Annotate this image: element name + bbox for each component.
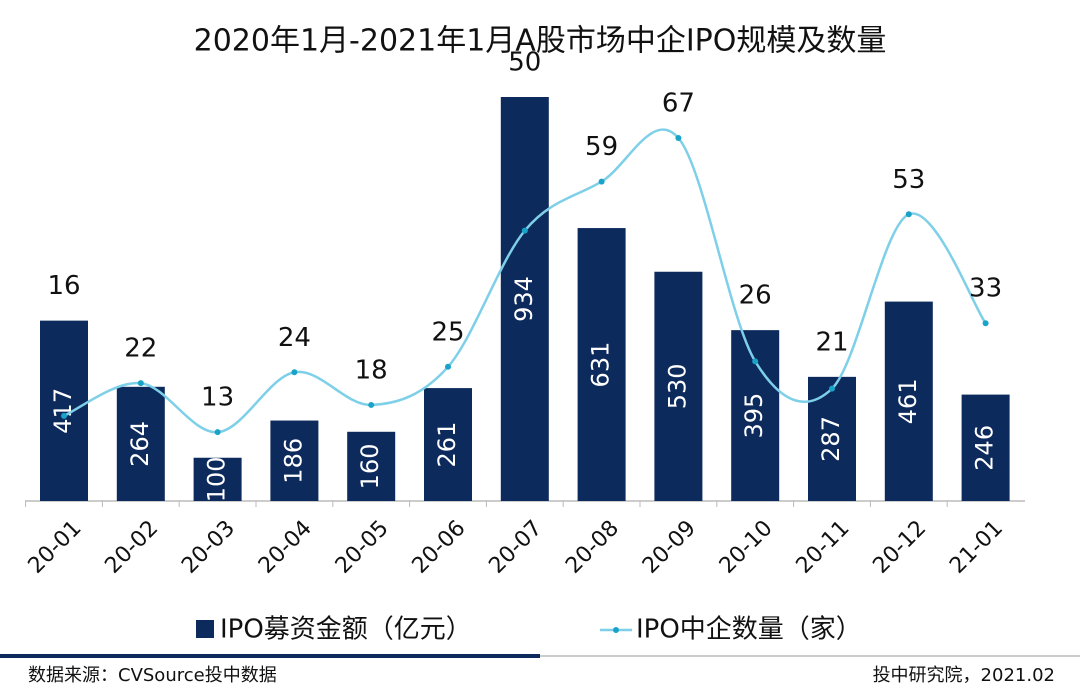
bar <box>577 228 626 501</box>
bar-value-label: 264 <box>126 421 154 467</box>
bar-value-label: 100 <box>203 456 231 502</box>
bar-value-label: 631 <box>587 342 615 388</box>
bar <box>193 457 242 501</box>
line-marker <box>368 401 375 408</box>
line-value-label: 67 <box>662 89 695 119</box>
legend-label: IPO中企数量（家） <box>636 615 862 645</box>
x-tick-label: 20-09 <box>638 516 701 579</box>
bar <box>116 386 165 501</box>
x-tick-label: 20-11 <box>792 516 855 579</box>
chart-title: 2020年1月-2021年1月A股市场中企IPO规模及数量 <box>194 24 887 59</box>
line-marker <box>752 358 759 365</box>
x-tick-label: 20-07 <box>484 516 547 579</box>
line-marker <box>137 380 144 387</box>
source: 数据来源：CVSource投中数据 <box>28 665 277 686</box>
line-value-label: 33 <box>969 274 1002 304</box>
bar <box>808 376 856 501</box>
bar <box>961 394 1010 501</box>
line-marker <box>829 385 835 392</box>
x-tick-label: 20-10 <box>715 516 778 579</box>
x-tick-label: 20-12 <box>868 516 931 579</box>
x-tick-label: 20-05 <box>331 516 394 579</box>
x-tick-label: 21-01 <box>945 516 1008 579</box>
line-value-label: 50 <box>508 48 541 78</box>
line-value-label: 26 <box>739 281 772 311</box>
line-marker <box>905 211 912 218</box>
line-value-label: 25 <box>431 317 464 347</box>
line-value-label: 53 <box>892 165 925 195</box>
x-tick-label: 20-06 <box>408 516 471 579</box>
line-value-label: 18 <box>355 355 388 385</box>
bar <box>40 320 88 501</box>
line <box>63 128 987 434</box>
x-tick-label: 20-01 <box>24 516 87 579</box>
bar-value-label: 934 <box>510 276 538 322</box>
line-value-label: 22 <box>124 334 157 364</box>
bar-value-label: 395 <box>740 393 768 439</box>
legend-marker <box>613 627 619 633</box>
bar <box>424 388 472 501</box>
bar-value-label: 186 <box>279 438 307 484</box>
line-marker <box>675 135 682 141</box>
line-marker <box>598 178 605 185</box>
legend-label: IPO募资金额（亿元） <box>220 615 472 645</box>
line-value-label: 24 <box>278 323 311 353</box>
line-value-label: 16 <box>47 271 80 301</box>
line-value-label: 21 <box>815 327 848 357</box>
line-marker <box>214 429 221 436</box>
bar <box>884 301 933 501</box>
x-tick-label: 20-04 <box>254 516 317 579</box>
line-value-label: 13 <box>201 383 234 413</box>
line-marker <box>521 227 528 234</box>
line-marker <box>982 320 989 327</box>
credit: 投中研究院，2021.02 <box>873 665 1055 686</box>
bar <box>500 97 549 501</box>
legend-swatch <box>196 620 214 638</box>
line-marker <box>291 369 298 376</box>
bar-value-label: 261 <box>433 422 461 468</box>
bar-value-label: 461 <box>894 378 922 424</box>
x-tick-label: 20-08 <box>561 516 624 579</box>
bar <box>654 271 703 501</box>
bar <box>270 420 319 501</box>
line-marker <box>61 412 67 419</box>
line-value-label: 59 <box>585 132 618 162</box>
bar-value-label: 530 <box>663 363 691 409</box>
bar-value-label: 287 <box>817 416 845 462</box>
x-tick-label: 20-02 <box>100 516 163 579</box>
bar-value-label: 246 <box>971 425 999 471</box>
bar <box>347 431 396 501</box>
bar-value-label: 160 <box>356 443 384 489</box>
line-marker <box>445 363 451 370</box>
x-tick-label: 20-03 <box>177 516 240 579</box>
